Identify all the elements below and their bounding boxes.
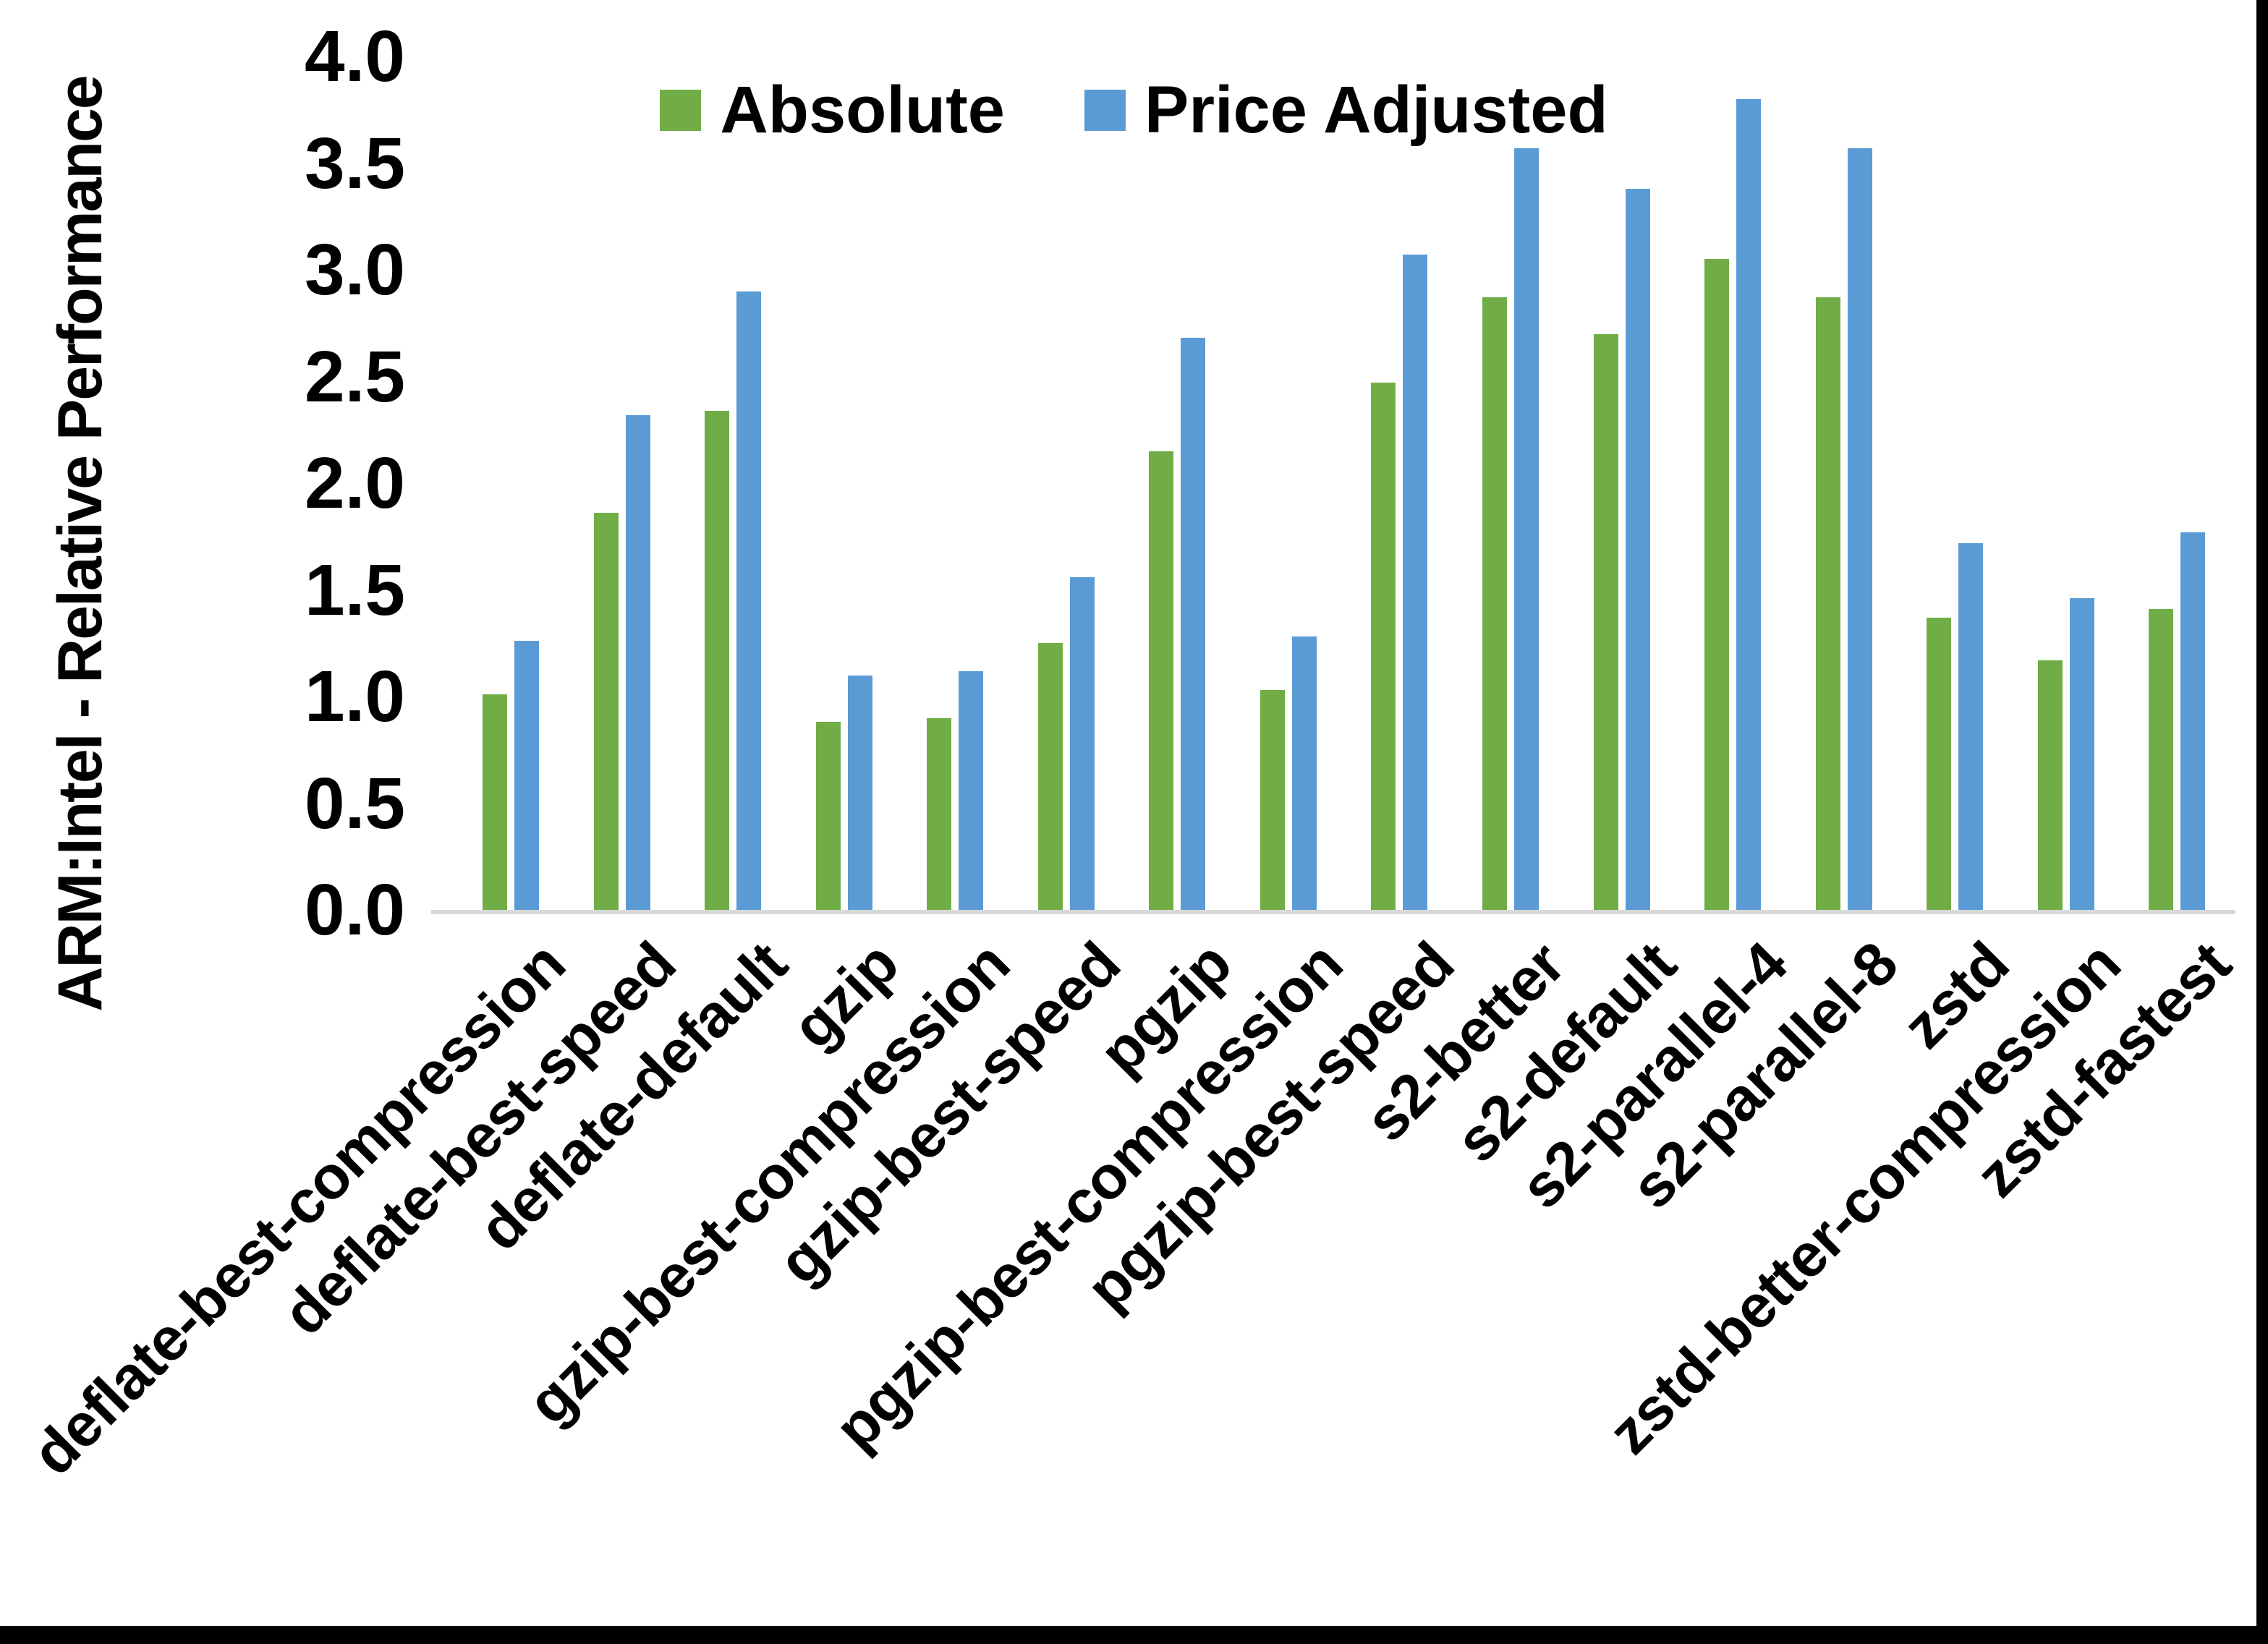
- absolute-bar: [483, 694, 507, 910]
- absolute-bar: [815, 722, 841, 910]
- absolute-bar: [2037, 660, 2063, 910]
- price-adjusted-bar: [1847, 148, 1872, 910]
- price-adjusted-bar: [1069, 576, 1095, 910]
- legend-swatch-price-adjusted: [1084, 90, 1126, 131]
- legend-item-absolute: Absolute: [660, 72, 1005, 148]
- absolute-bar: [927, 717, 952, 910]
- frame-bottom-edge: [0, 1626, 2268, 1644]
- price-adjusted-bar: [1513, 148, 1539, 910]
- price-adjusted-bar: [1625, 188, 1650, 910]
- price-adjusted-bar: [959, 670, 984, 910]
- y-tick-label: 1.0: [304, 656, 405, 737]
- absolute-bar: [1149, 451, 1174, 910]
- price-adjusted-bar: [1181, 338, 1206, 910]
- price-adjusted-bar: [2069, 598, 2094, 910]
- absolute-bar: [1260, 690, 1285, 910]
- absolute-bar: [1593, 333, 1618, 910]
- y-tick-label: 1.5: [304, 549, 405, 631]
- y-tick-label: 0.5: [304, 762, 405, 844]
- legend: Absolute Price Adjusted: [0, 72, 2268, 148]
- absolute-bar: [593, 513, 619, 910]
- y-tick-label: 0.0: [304, 869, 405, 950]
- legend-swatch-absolute: [660, 90, 702, 131]
- absolute-bar: [1927, 617, 1952, 910]
- price-adjusted-bar: [625, 414, 650, 910]
- y-tick-label: 3.5: [304, 122, 405, 204]
- price-adjusted-bar: [1403, 255, 1428, 910]
- frame-right-edge: [2256, 0, 2268, 1644]
- price-adjusted-bar: [1291, 636, 1317, 910]
- absolute-bar: [1371, 383, 1396, 910]
- absolute-bar: [2149, 609, 2174, 910]
- legend-item-price-adjusted: Price Adjusted: [1084, 72, 1608, 148]
- y-tick-label: 3.0: [304, 229, 405, 310]
- price-adjusted-bar: [514, 641, 539, 910]
- price-adjusted-bar: [2180, 532, 2206, 910]
- y-tick-label: 2.5: [304, 336, 405, 417]
- y-axis-title: ARM:Intel - Relative Performance: [46, 76, 115, 1012]
- y-tick-label: 4.0: [304, 16, 405, 97]
- price-adjusted-bar: [1958, 542, 1984, 910]
- y-tick-label: 2.0: [304, 443, 405, 524]
- absolute-bar: [1037, 643, 1063, 910]
- absolute-bar: [1482, 297, 1507, 910]
- absolute-bar: [705, 410, 730, 910]
- absolute-bar: [1815, 297, 1840, 910]
- price-adjusted-bar: [1736, 99, 1762, 910]
- absolute-bar: [1704, 259, 1730, 910]
- legend-label-price-adjusted: Price Adjusted: [1144, 73, 1608, 147]
- price-adjusted-bar: [847, 675, 872, 910]
- x-axis-line: [431, 910, 2235, 914]
- legend-label-absolute: Absolute: [720, 73, 1005, 147]
- price-adjusted-bar: [736, 291, 762, 910]
